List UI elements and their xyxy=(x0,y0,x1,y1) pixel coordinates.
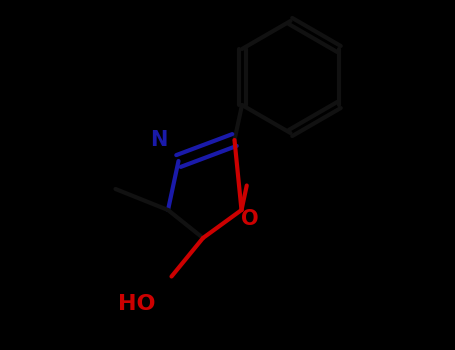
Text: HO: HO xyxy=(118,294,155,315)
Text: N: N xyxy=(151,130,168,150)
Text: O: O xyxy=(242,209,259,229)
